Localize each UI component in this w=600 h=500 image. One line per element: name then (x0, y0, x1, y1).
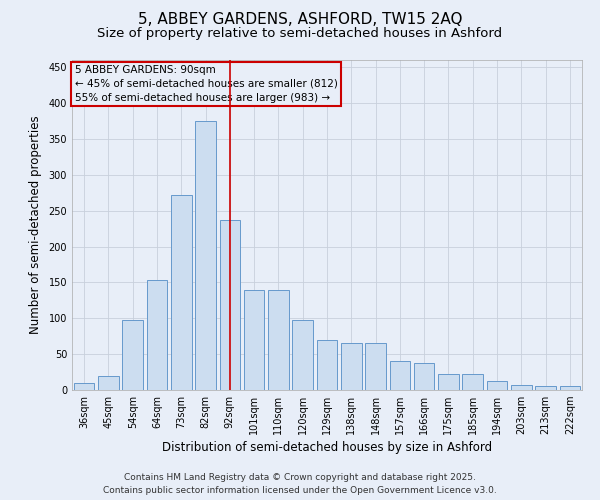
Bar (365, 344, 386, 390)
Bar (560, 386, 580, 390)
Bar (438, 374, 459, 390)
Text: 5 ABBEY GARDENS: 90sqm
← 45% of semi-detached houses are smaller (812)
55% of se: 5 ABBEY GARDENS: 90sqm ← 45% of semi-det… (74, 65, 337, 103)
Bar (341, 344, 362, 390)
Bar (98, 376, 119, 390)
Text: Contains HM Land Registry data © Crown copyright and database right 2025.
Contai: Contains HM Land Registry data © Crown c… (103, 474, 497, 495)
Bar (535, 386, 556, 390)
Bar (511, 385, 532, 390)
Bar (414, 364, 434, 390)
Bar (268, 290, 289, 390)
Text: 5, ABBEY GARDENS, ASHFORD, TW15 2AQ: 5, ABBEY GARDENS, ASHFORD, TW15 2AQ (138, 12, 462, 28)
Bar (146, 280, 167, 390)
Text: Size of property relative to semi-detached houses in Ashford: Size of property relative to semi-detach… (97, 28, 503, 40)
Bar (244, 290, 265, 390)
Bar (487, 382, 508, 390)
Bar (317, 340, 337, 390)
Bar (389, 362, 410, 390)
Bar (292, 320, 313, 390)
Bar (74, 383, 94, 390)
Bar (195, 121, 216, 390)
Bar (122, 320, 143, 390)
Y-axis label: Number of semi-detached properties: Number of semi-detached properties (29, 116, 41, 334)
Bar (171, 195, 191, 390)
X-axis label: Distribution of semi-detached houses by size in Ashford: Distribution of semi-detached houses by … (162, 442, 492, 454)
Bar (220, 220, 240, 390)
Bar (463, 374, 483, 390)
